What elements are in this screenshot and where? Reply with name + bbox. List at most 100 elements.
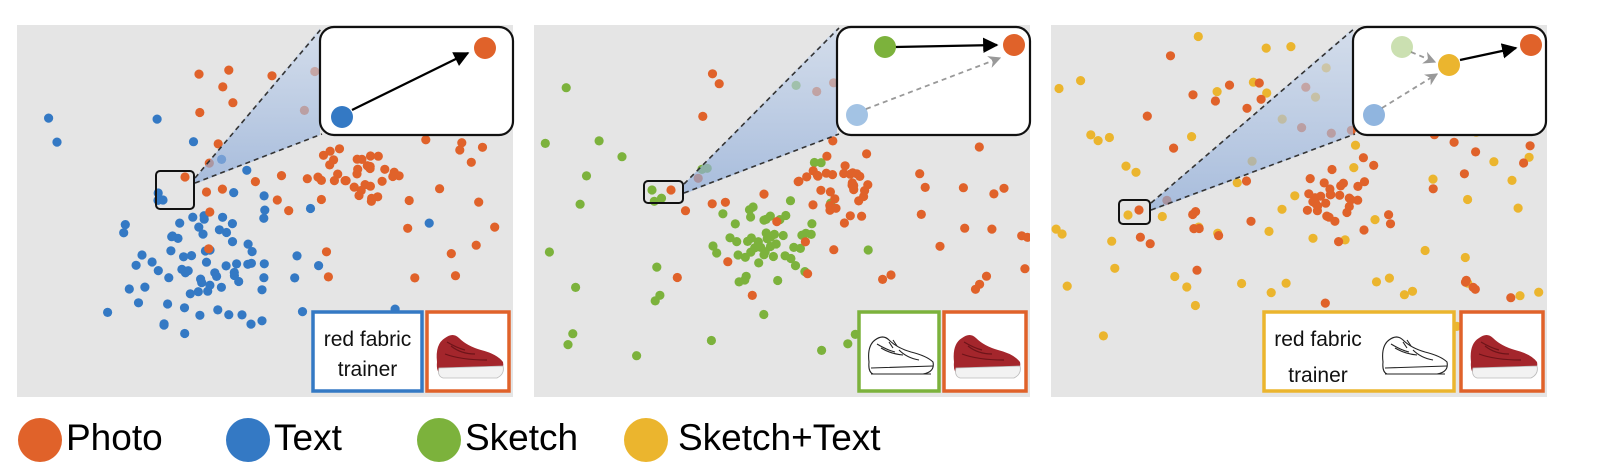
text-point [246, 319, 256, 329]
sketch-text-point [1093, 136, 1103, 146]
sketch-text-point [1057, 229, 1067, 239]
text-point [232, 259, 242, 269]
query-text-box: red fabric trainer [311, 310, 424, 393]
text-point [218, 212, 228, 222]
panel-text-to-photo: red fabric trainer [17, 25, 515, 397]
photo-point [217, 184, 227, 194]
zoom-line-top [683, 27, 840, 185]
photo-point [821, 168, 831, 178]
query-text-line-1: red fabric [324, 328, 412, 351]
sketch-point [632, 351, 642, 361]
sketch-point [781, 210, 791, 221]
sketch-text-point [1524, 152, 1534, 162]
text-point [205, 280, 215, 290]
photo-point [194, 69, 204, 79]
text-point [164, 273, 174, 283]
sketch-text-point [1534, 287, 1544, 297]
sketch-text-point [1277, 204, 1287, 214]
photo-point [747, 290, 757, 300]
photo-point [218, 82, 228, 92]
photo-point [1256, 94, 1266, 104]
sketch-text-point [1460, 252, 1470, 263]
sketch-text-point [1098, 331, 1108, 341]
legend-label: Photo [66, 417, 163, 458]
sketch-point [617, 152, 627, 162]
photo-point [1302, 205, 1312, 215]
photo-point [1519, 158, 1529, 168]
sketch-text-point [1121, 161, 1131, 171]
sketch-point [754, 258, 764, 268]
photo-point [471, 240, 481, 250]
sketch-point [816, 158, 826, 168]
sketch-text-point [1170, 271, 1180, 282]
photo-point [1135, 232, 1145, 242]
shoe-photo-icon [953, 335, 1021, 379]
photo-point [1384, 210, 1394, 220]
text-point [197, 278, 207, 288]
photo-point [404, 195, 414, 206]
sketch-point [571, 282, 581, 292]
text-point [227, 219, 237, 229]
photo-point [822, 151, 832, 161]
photo-point [201, 187, 212, 197]
inset-arrow-text-to-sketch-text [1381, 73, 1439, 109]
photo-point [975, 279, 985, 289]
inset-text-point [846, 104, 868, 126]
photo-point [1449, 137, 1459, 147]
photo-point [1320, 298, 1330, 308]
photo-point [272, 195, 282, 205]
sketch-point [759, 250, 769, 260]
sketch-point [768, 251, 779, 262]
sketch-point [759, 309, 769, 320]
photo-point [987, 224, 997, 234]
photo-point [1327, 164, 1337, 175]
shoe-sketch-icon [868, 336, 934, 375]
photo-point [360, 180, 370, 190]
photo-point [840, 161, 850, 171]
photo-point [862, 149, 872, 159]
photo-point [1468, 282, 1478, 292]
photo-point [1241, 176, 1252, 186]
sketch-point [575, 199, 585, 209]
photo-point [1189, 224, 1199, 234]
text-point [163, 299, 173, 309]
text-point [424, 218, 434, 228]
photo-point [276, 171, 287, 181]
photo-point [1506, 293, 1516, 303]
sketch-text-point [1264, 226, 1274, 236]
photo-point [228, 98, 238, 108]
photo-point [1305, 174, 1315, 184]
sketch-point [594, 136, 604, 146]
text-point [198, 229, 208, 239]
photo-point [845, 169, 855, 179]
text-point [147, 257, 157, 267]
sketch-text-legend-dot [624, 418, 668, 462]
text-point [290, 273, 300, 283]
photo-point [1369, 160, 1379, 170]
photo-point [394, 171, 404, 181]
photo-point [1358, 153, 1368, 163]
photo-point [816, 185, 826, 195]
text-point [221, 227, 232, 238]
photo-point [830, 194, 840, 204]
sketch-point [786, 253, 796, 264]
photo-point [1022, 232, 1030, 242]
text-point [158, 195, 168, 205]
text-point [259, 273, 269, 283]
photo-point [886, 270, 896, 280]
text-point [314, 261, 324, 271]
text-point [247, 247, 257, 257]
photo-point [803, 269, 813, 279]
photo-point [421, 135, 431, 145]
photo-point [854, 196, 864, 206]
sketch-text-point [1187, 132, 1197, 142]
sketch-text-point [1407, 286, 1418, 296]
photo-point [808, 200, 818, 210]
target-photo-box [942, 310, 1028, 393]
text-point [166, 246, 176, 256]
sketch-text-point [1107, 236, 1117, 246]
photo-point [1334, 237, 1344, 247]
zoom-inset [1351, 25, 1548, 137]
photo-point [1242, 103, 1252, 113]
